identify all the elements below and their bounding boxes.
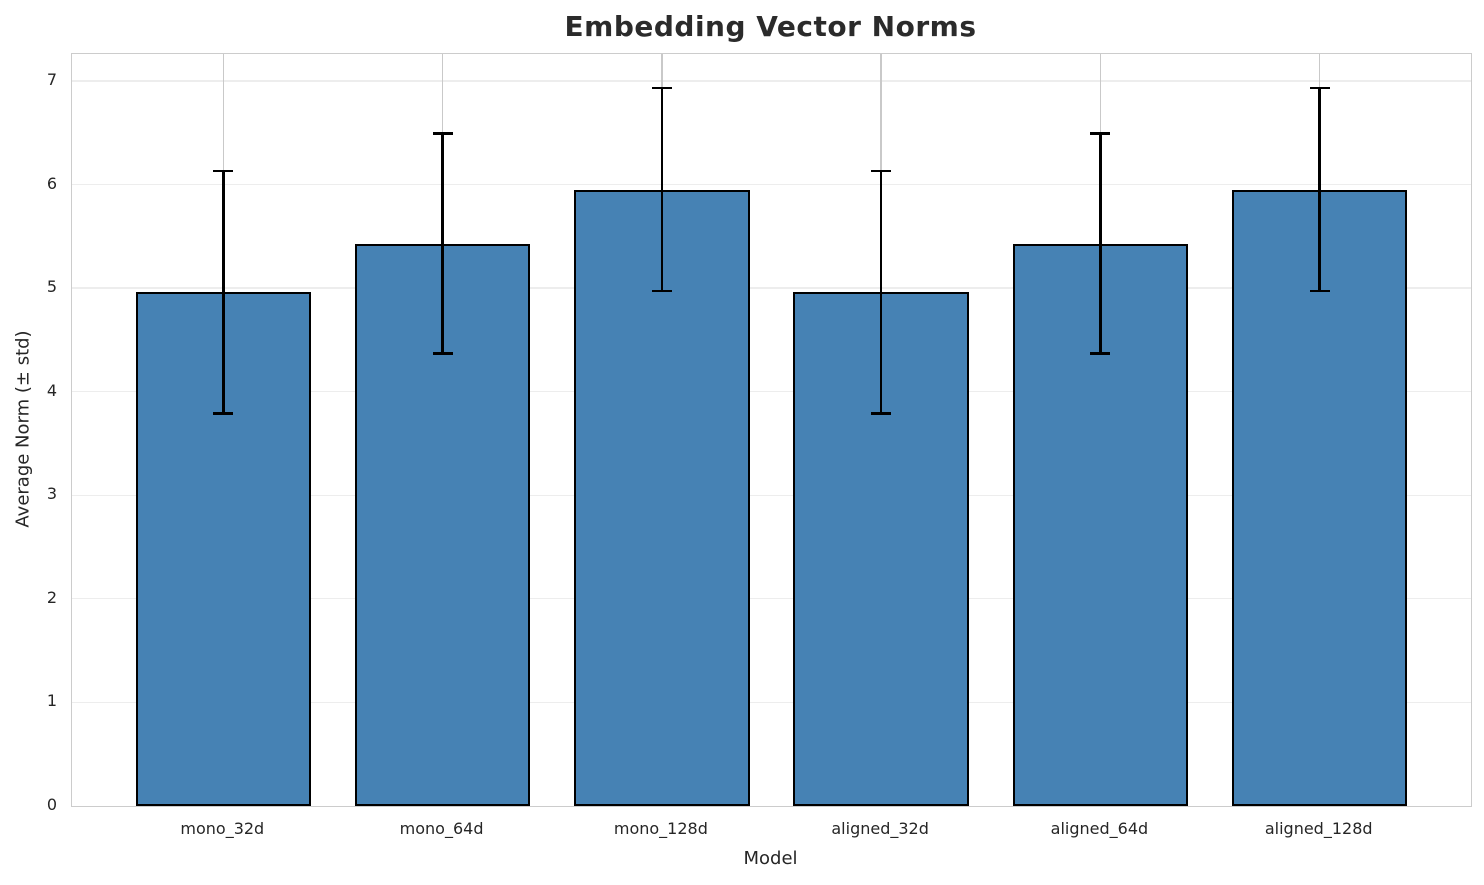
y-tick-label-2: 2 — [46, 587, 57, 607]
error-cap-top-aligned_32d — [871, 169, 892, 173]
error-cap-bottom-aligned_32d — [871, 412, 892, 415]
y-tick-label-7: 7 — [46, 69, 57, 89]
gridline-y-2 — [72, 598, 1471, 600]
error-bar-aligned_32d — [879, 171, 883, 414]
x-tick-label-mono_64d: mono_64d — [399, 819, 484, 838]
x-tick-label-aligned_128d: aligned_128d — [1264, 819, 1373, 838]
x-tick-label-mono_128d: mono_128d — [613, 819, 708, 838]
gridline-y-4 — [72, 391, 1471, 393]
error-bar-mono_32d — [222, 171, 225, 414]
x-axis-label: Model — [743, 848, 798, 869]
plot-area — [71, 53, 1472, 807]
error-bar-aligned_128d — [1318, 88, 1321, 292]
chart-title: Embedding Vector Norms — [564, 10, 977, 43]
gridline-y-5 — [72, 287, 1471, 289]
y-tick-label-3: 3 — [46, 484, 57, 504]
error-bar-mono_64d — [441, 133, 444, 354]
x-tick-label-aligned_64d: aligned_64d — [1050, 819, 1149, 838]
error-cap-bottom-mono_32d — [213, 412, 234, 415]
error-cap-top-mono_128d — [651, 86, 672, 90]
error-cap-bottom-aligned_128d — [1309, 289, 1330, 293]
gridline-y-3 — [72, 494, 1471, 496]
y-tick-label-4: 4 — [46, 380, 57, 400]
error-cap-bottom-mono_64d — [432, 352, 453, 355]
error-cap-bottom-aligned_64d — [1090, 352, 1111, 355]
y-tick-label-5: 5 — [46, 277, 57, 297]
error-cap-top-aligned_128d — [1309, 86, 1330, 90]
y-tick-label-6: 6 — [46, 173, 57, 193]
error-cap-top-aligned_64d — [1090, 132, 1111, 136]
error-cap-bottom-mono_128d — [651, 289, 672, 293]
gridline-y-7 — [72, 80, 1471, 82]
error-cap-top-mono_32d — [213, 169, 234, 173]
error-cap-top-mono_64d — [432, 132, 453, 136]
error-bar-aligned_64d — [1099, 133, 1102, 354]
gridline-y-1 — [72, 701, 1471, 704]
x-tick-label-mono_32d: mono_32d — [180, 819, 265, 838]
error-bar-mono_128d — [660, 88, 664, 292]
x-tick-label-aligned_32d: aligned_32d — [831, 819, 929, 838]
bar-aligned_32d — [793, 292, 969, 806]
y-tick-label-1: 1 — [46, 691, 57, 711]
y-tick-label-0: 0 — [46, 795, 57, 814]
gridline-y-6 — [72, 183, 1471, 186]
